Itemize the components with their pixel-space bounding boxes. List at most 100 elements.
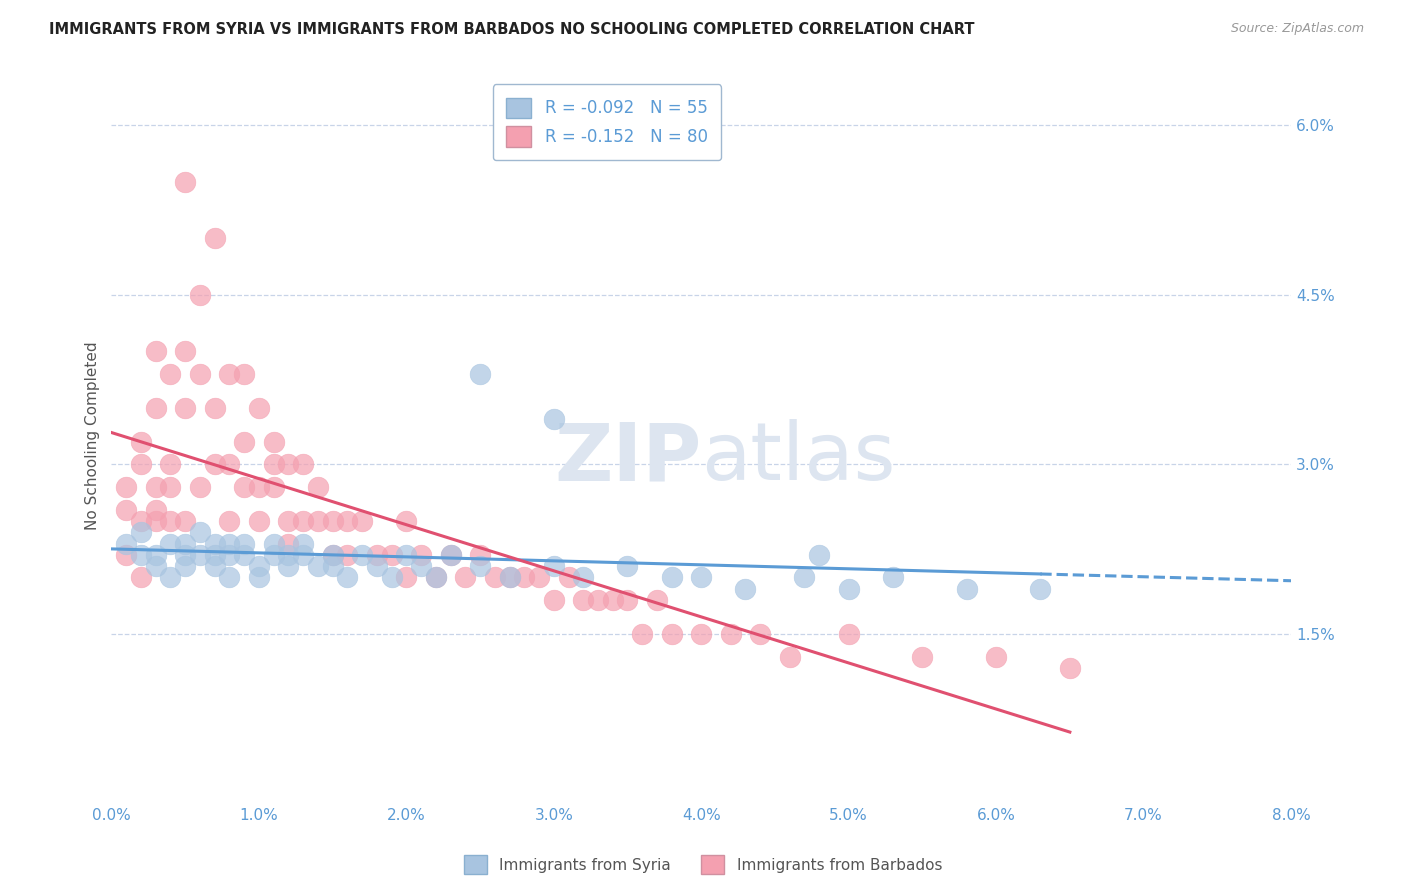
Point <box>115 536 138 550</box>
Point <box>468 548 491 562</box>
Point <box>159 458 181 472</box>
Legend: R = -0.092   N = 55, R = -0.152   N = 80: R = -0.092 N = 55, R = -0.152 N = 80 <box>494 84 721 160</box>
Point <box>159 480 181 494</box>
Point <box>159 570 181 584</box>
Point <box>159 514 181 528</box>
Point <box>204 548 226 562</box>
Point <box>292 458 315 472</box>
Y-axis label: No Schooling Completed: No Schooling Completed <box>86 342 100 531</box>
Point <box>527 570 550 584</box>
Point <box>439 548 461 562</box>
Point <box>720 627 742 641</box>
Point <box>838 627 860 641</box>
Point <box>247 559 270 574</box>
Point <box>129 434 152 449</box>
Text: atlas: atlas <box>702 419 896 497</box>
Point <box>793 570 815 584</box>
Point <box>984 649 1007 664</box>
Point <box>336 548 359 562</box>
Point <box>352 514 374 528</box>
Point <box>322 559 344 574</box>
Point <box>218 570 240 584</box>
Point <box>690 570 713 584</box>
Point <box>115 502 138 516</box>
Point <box>631 627 654 641</box>
Point <box>145 514 167 528</box>
Point <box>204 231 226 245</box>
Point <box>911 649 934 664</box>
Point <box>307 480 329 494</box>
Point <box>188 548 211 562</box>
Point <box>454 570 477 584</box>
Point <box>882 570 904 584</box>
Point <box>129 458 152 472</box>
Point <box>129 525 152 540</box>
Point <box>174 401 197 415</box>
Point <box>439 548 461 562</box>
Point <box>352 548 374 562</box>
Point <box>336 514 359 528</box>
Text: ZIP: ZIP <box>554 419 702 497</box>
Point <box>616 559 638 574</box>
Point <box>277 559 299 574</box>
Point <box>543 593 565 607</box>
Point <box>145 502 167 516</box>
Point <box>661 570 683 584</box>
Point <box>409 559 432 574</box>
Point <box>129 514 152 528</box>
Point <box>263 434 285 449</box>
Point <box>380 548 402 562</box>
Point <box>218 548 240 562</box>
Point <box>468 559 491 574</box>
Point <box>247 514 270 528</box>
Point <box>263 458 285 472</box>
Point <box>218 367 240 381</box>
Point <box>336 570 359 584</box>
Point <box>749 627 772 641</box>
Legend: Immigrants from Syria, Immigrants from Barbados: Immigrants from Syria, Immigrants from B… <box>458 849 948 880</box>
Point <box>115 548 138 562</box>
Point <box>322 548 344 562</box>
Point <box>145 401 167 415</box>
Point <box>277 458 299 472</box>
Point <box>145 559 167 574</box>
Point <box>159 367 181 381</box>
Point <box>115 480 138 494</box>
Point <box>498 570 520 584</box>
Point <box>1059 661 1081 675</box>
Point <box>247 570 270 584</box>
Point <box>307 559 329 574</box>
Point <box>188 525 211 540</box>
Point <box>145 480 167 494</box>
Point <box>543 559 565 574</box>
Point <box>277 548 299 562</box>
Point <box>204 401 226 415</box>
Point <box>263 536 285 550</box>
Point <box>602 593 624 607</box>
Point <box>129 548 152 562</box>
Point <box>277 536 299 550</box>
Point <box>366 548 388 562</box>
Point <box>366 559 388 574</box>
Point <box>159 536 181 550</box>
Point <box>322 548 344 562</box>
Point <box>395 548 418 562</box>
Point <box>233 548 256 562</box>
Point <box>129 570 152 584</box>
Point <box>586 593 609 607</box>
Point <box>263 548 285 562</box>
Point <box>322 514 344 528</box>
Point <box>838 582 860 596</box>
Point <box>263 480 285 494</box>
Point <box>779 649 801 664</box>
Point <box>292 548 315 562</box>
Point <box>734 582 756 596</box>
Point <box>425 570 447 584</box>
Point <box>616 593 638 607</box>
Point <box>277 514 299 528</box>
Point <box>204 559 226 574</box>
Point <box>513 570 536 584</box>
Point <box>233 480 256 494</box>
Point <box>572 570 595 584</box>
Point <box>543 412 565 426</box>
